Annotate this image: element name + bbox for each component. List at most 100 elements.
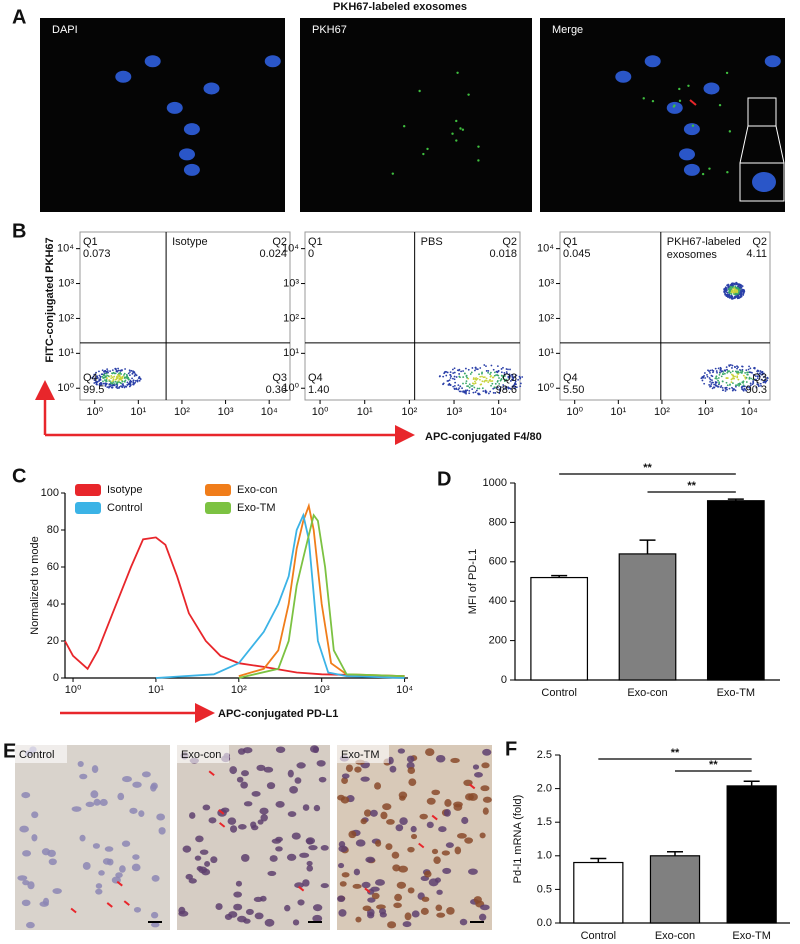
nucleus (166, 101, 183, 114)
cell (117, 792, 125, 801)
event-dot (116, 381, 119, 384)
y-tick-label: 1.0 (537, 850, 552, 862)
event-dot (709, 385, 712, 387)
cell (287, 769, 294, 778)
quadrant-value: 5.50 (563, 384, 584, 396)
event-dot (503, 378, 506, 381)
event-dot (111, 384, 114, 387)
event-dot (111, 386, 114, 389)
y-tick-label: 600 (489, 556, 507, 568)
event-dot (94, 381, 97, 384)
significance-label: ** (671, 747, 680, 759)
cell (482, 796, 492, 803)
event-dot (748, 386, 751, 389)
quadrant-value: 98.6 (496, 384, 517, 396)
event-dot (482, 376, 485, 379)
cell (435, 754, 446, 763)
cell (158, 827, 166, 835)
event-dot (109, 382, 112, 385)
event-dot (447, 384, 450, 386)
y-axis-label: Pd-l1 mRNA (fold) (512, 795, 524, 884)
event-dot (723, 369, 726, 372)
event-dot (756, 372, 759, 375)
event-dot (723, 372, 726, 375)
event-dot (460, 370, 462, 373)
cell (426, 821, 434, 829)
event-dot (106, 377, 108, 379)
cell (286, 853, 297, 861)
event-dot (722, 373, 725, 376)
event-dot (101, 369, 104, 372)
event-dot (509, 368, 511, 371)
cell (141, 771, 151, 778)
quadrant-value: 0.36 (266, 384, 287, 396)
event-dot (115, 378, 118, 381)
event-dot (439, 375, 441, 377)
cell (251, 791, 261, 797)
event-dot (733, 296, 736, 299)
event-dot (133, 382, 135, 385)
cell (92, 843, 100, 849)
event-dot (467, 377, 470, 380)
cell (17, 875, 28, 881)
event-dot (736, 375, 739, 378)
event-dot (748, 365, 750, 368)
cell (419, 813, 428, 820)
exosome-dot (728, 130, 732, 133)
cell (287, 811, 297, 818)
event-dot (457, 384, 460, 387)
event-dot (115, 386, 118, 388)
event-dot (720, 375, 723, 378)
cell (275, 846, 283, 852)
event-dot (126, 381, 129, 384)
cell (318, 776, 327, 783)
cell (355, 839, 366, 847)
event-dot (708, 377, 711, 379)
event-dot (718, 382, 721, 385)
event-dot (453, 384, 456, 387)
cell (341, 773, 350, 779)
y-tick-label: 10² (283, 312, 299, 324)
quadrant-name: Q4 (563, 372, 578, 384)
event-dot (479, 383, 482, 386)
event-dot (738, 288, 741, 291)
exosome-dot (402, 125, 406, 128)
y-tick-label: 40 (47, 598, 59, 610)
event-dot (715, 377, 718, 380)
event-dot (456, 369, 459, 372)
event-dot (96, 380, 99, 383)
event-dot (734, 385, 737, 388)
event-dot (111, 369, 114, 372)
exosome-dot (477, 145, 480, 148)
x-tick-label: 10³ (446, 406, 462, 418)
cell (236, 776, 244, 783)
cell (256, 764, 266, 772)
event-dot (728, 287, 731, 290)
y-tick-label: 60 (47, 561, 59, 573)
exosome-dot (708, 167, 711, 170)
event-dot (126, 375, 129, 378)
cell (296, 762, 306, 769)
event-dot (120, 373, 122, 375)
cell (308, 844, 318, 851)
event-dot (128, 374, 131, 377)
arrow (106, 902, 113, 908)
event-dot (468, 383, 471, 386)
event-dot (498, 392, 501, 395)
cell (386, 819, 395, 825)
arrow (219, 822, 226, 828)
cell (289, 786, 298, 794)
y-axis-label: Normalized to mode (29, 536, 41, 634)
cell (297, 899, 305, 906)
event-dot (100, 373, 103, 376)
event-dot (478, 392, 480, 395)
event-dot (717, 385, 719, 388)
cell (299, 852, 310, 858)
plot-frame (559, 231, 771, 401)
cell (465, 793, 474, 801)
event-dot (113, 375, 116, 378)
event-dot (109, 370, 111, 372)
x-tick-label: Exo-TM (732, 930, 771, 942)
event-dot (449, 377, 452, 379)
event-dot (706, 375, 709, 378)
